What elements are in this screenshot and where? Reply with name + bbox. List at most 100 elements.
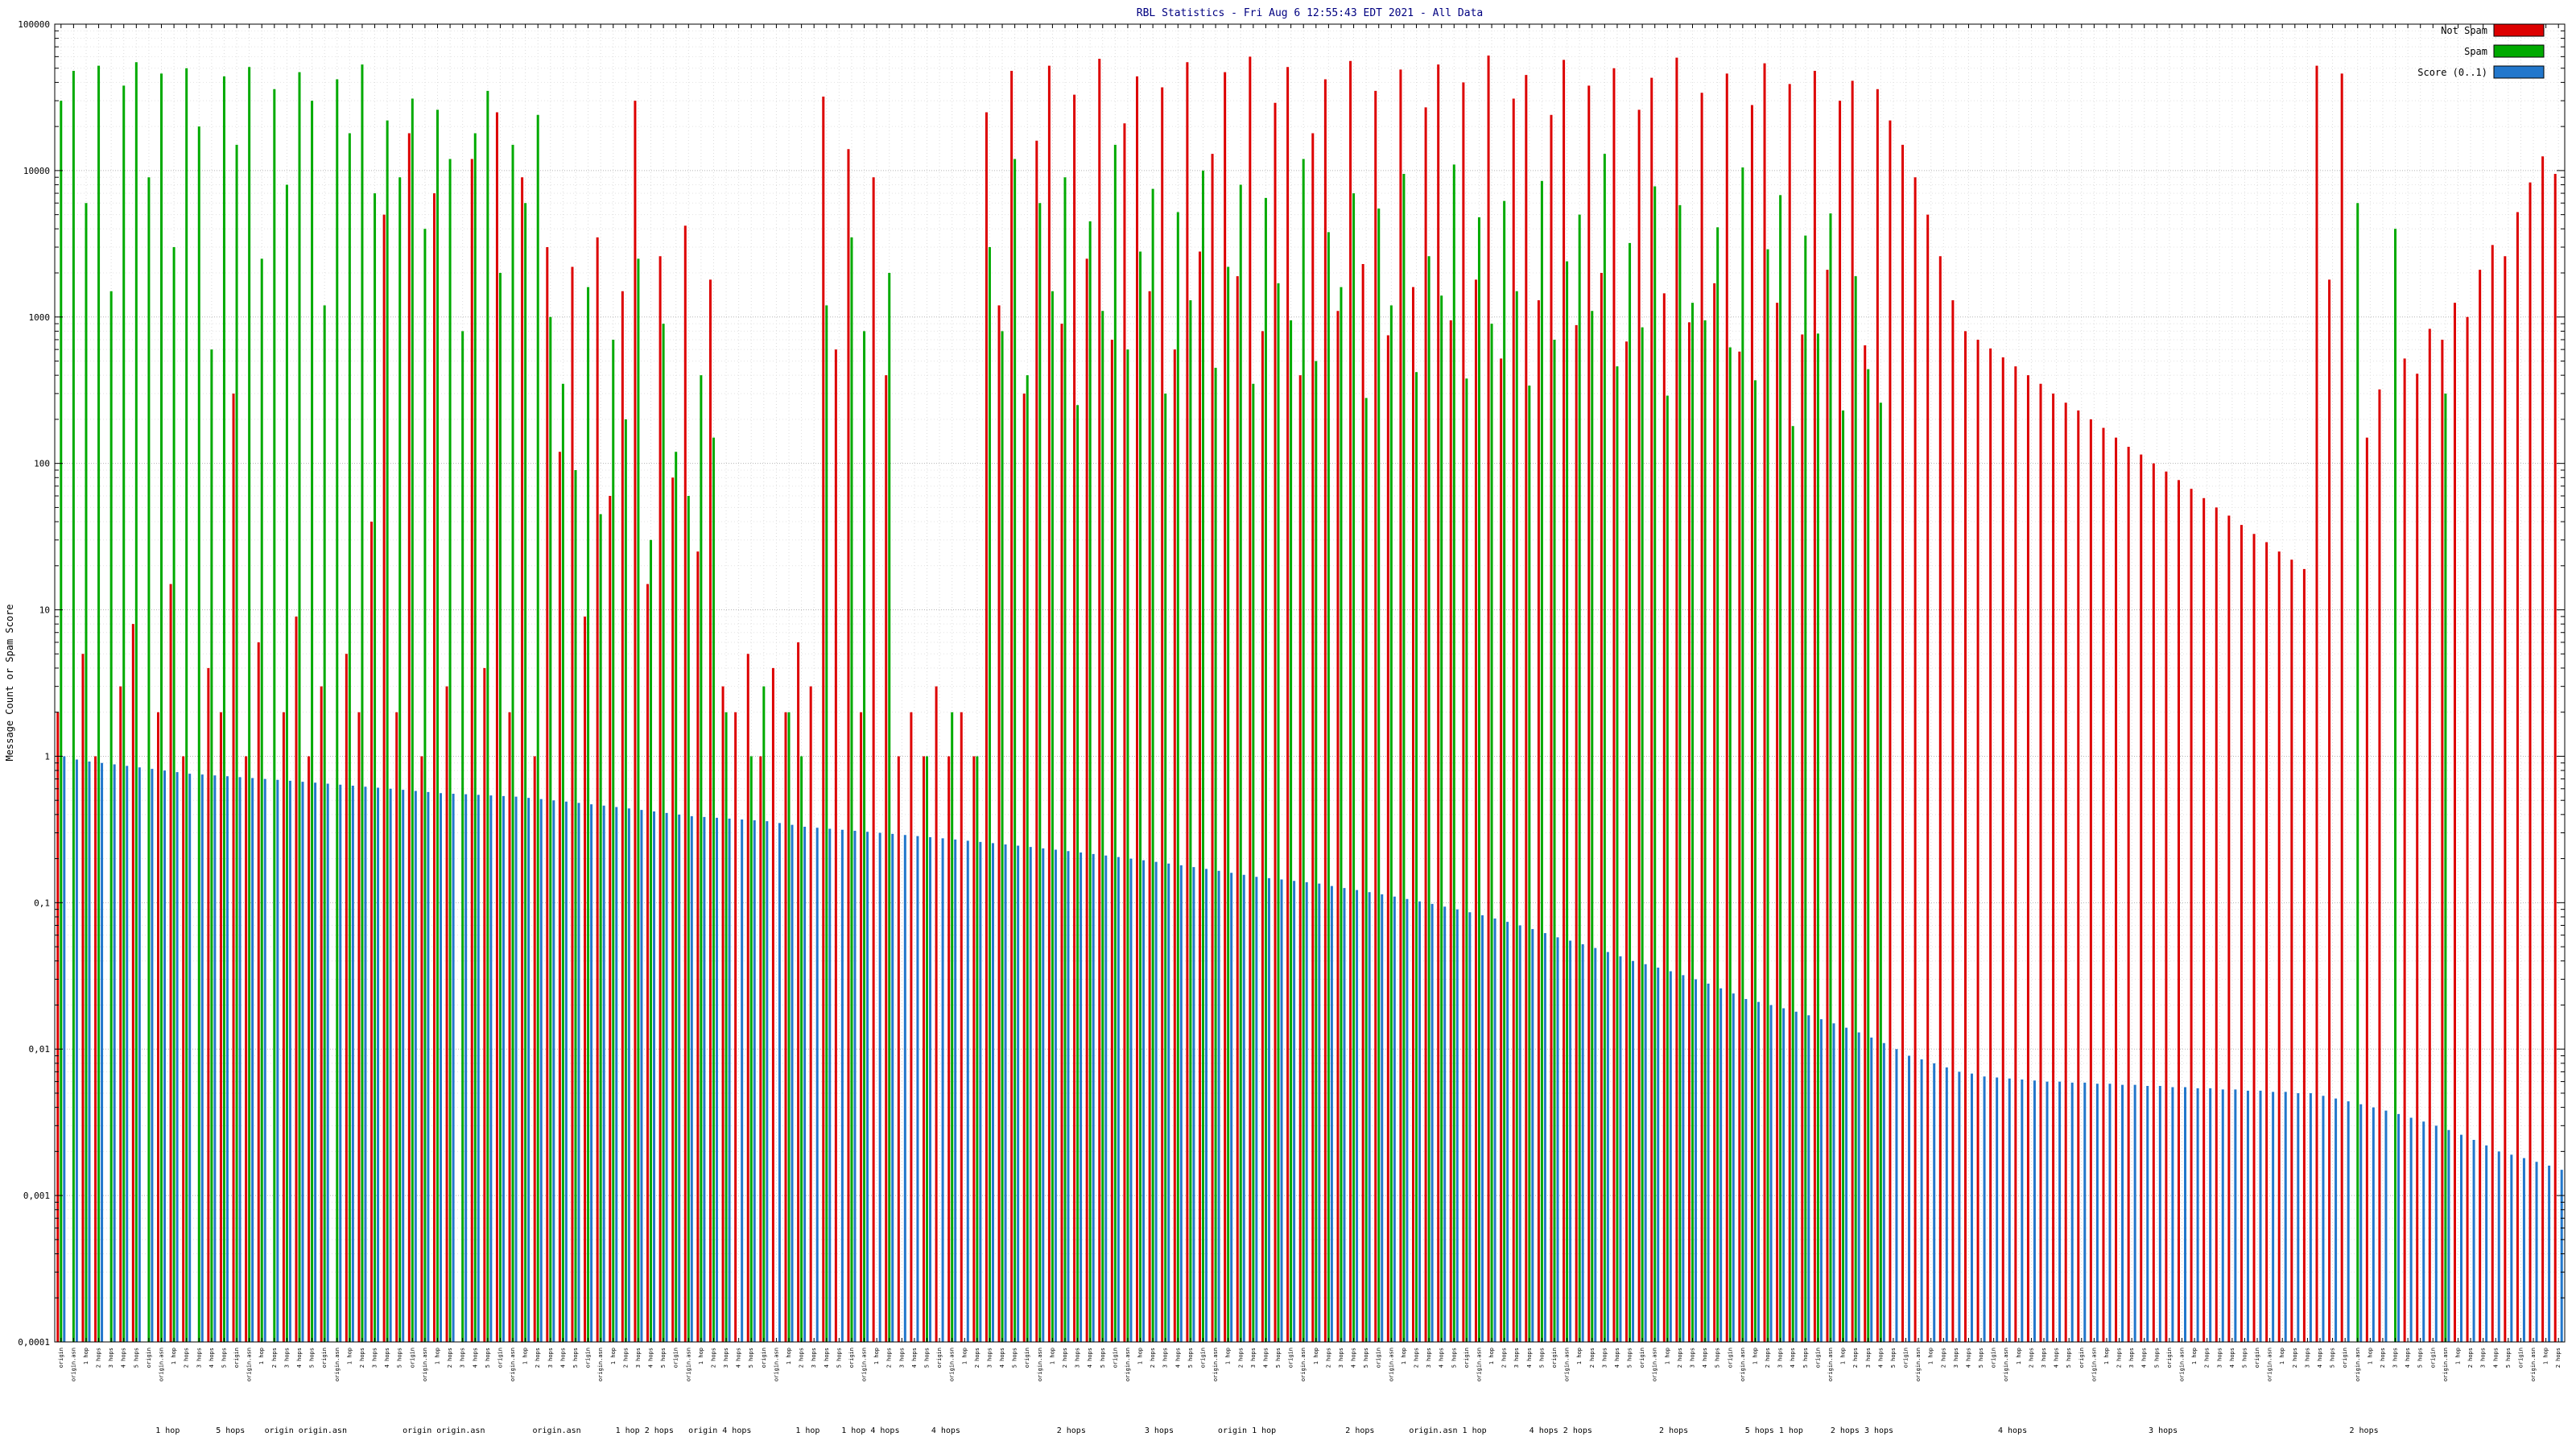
x-tick-label: 4 hops bbox=[2405, 1348, 2411, 1368]
x-tick-label: 3 hops bbox=[2216, 1348, 2223, 1368]
bars-layer bbox=[56, 56, 2563, 1342]
x-tick-label: 3 hops bbox=[1777, 1348, 1784, 1368]
x-tick-label: 4 hops bbox=[824, 1348, 830, 1368]
x-group-label: 1 hop bbox=[795, 1426, 819, 1435]
x-tick-label: 4 hops bbox=[208, 1348, 215, 1368]
y-tick-label: 0,1 bbox=[34, 898, 50, 908]
x-tick-label: 5 hops bbox=[1100, 1348, 1106, 1368]
x-tick-label: 1 hop bbox=[1313, 1348, 1319, 1364]
x-tick-label: 4 hops bbox=[2054, 1348, 2060, 1368]
x-tick-label: 2 hops bbox=[1501, 1348, 1508, 1368]
x-tick-label: origin.asn bbox=[2003, 1348, 2009, 1381]
x-tick-label: 4 hops bbox=[648, 1348, 654, 1368]
x-tick-label: 2 hops bbox=[2380, 1348, 2386, 1368]
x-tick-label: 5 hops bbox=[1275, 1348, 1282, 1368]
x-group-label: 1 hop 2 hops bbox=[616, 1426, 674, 1435]
x-tick-label: origin.asn bbox=[1915, 1348, 1922, 1381]
x-tick-label: 4 hops bbox=[2141, 1348, 2148, 1368]
x-tick-label: 1 hop bbox=[1137, 1348, 1144, 1364]
legend-label: Not Spam bbox=[2441, 25, 2487, 36]
x-tick-label: 1 hop bbox=[83, 1348, 89, 1364]
x-group-label: 2 hops bbox=[1057, 1426, 1086, 1435]
x-tick-label: origin.asn bbox=[2355, 1348, 2361, 1381]
x-tick-label: 2 hops bbox=[2467, 1348, 2474, 1368]
x-tick-label: 1 hop bbox=[1840, 1348, 1847, 1364]
x-tick-label: 1 hop bbox=[2191, 1348, 2198, 1364]
x-tick-label: 1 hop bbox=[1488, 1348, 1495, 1364]
x-tick-label: origin.asn bbox=[2091, 1348, 2097, 1381]
x-tick-label: 1 hop bbox=[258, 1348, 265, 1364]
x-tick-label: 4 hops bbox=[1351, 1348, 1357, 1368]
x-tick-label: 4 hops bbox=[1087, 1348, 1093, 1368]
x-group-label: 2 hops bbox=[1345, 1426, 1374, 1435]
x-tick-label: origin.asn bbox=[70, 1348, 76, 1381]
x-tick-label: 4 hops bbox=[1965, 1348, 1971, 1368]
x-tick-label: origin bbox=[1288, 1348, 1294, 1368]
x-tick-label: 5 hops bbox=[1451, 1348, 1457, 1368]
x-tick-label: origin bbox=[2342, 1348, 2348, 1368]
x-tick-label: 5 hops bbox=[1538, 1348, 1545, 1368]
x-tick-label: 1 hop bbox=[171, 1348, 177, 1364]
x-tick-label: origin.asn bbox=[1300, 1348, 1307, 1381]
x-tick-label: 3 hops bbox=[372, 1348, 378, 1368]
x-tick-label: origin bbox=[321, 1348, 328, 1368]
x-tick-label: origin bbox=[585, 1348, 592, 1368]
x-tick-label: 1 hop bbox=[1928, 1348, 1934, 1364]
x-tick-label: origin.asn bbox=[2179, 1348, 2186, 1381]
x-tick-label: 4 hops bbox=[736, 1348, 742, 1368]
y-tick-label: 1000 bbox=[29, 312, 51, 323]
x-tick-label: 5 hops bbox=[133, 1348, 139, 1368]
chart-title: RBL Statistics - Fri Aug 6 12:55:43 EDT … bbox=[1137, 7, 1483, 19]
x-tick-label: origin bbox=[2166, 1348, 2173, 1368]
x-tick-label: 5 hops bbox=[1627, 1348, 1633, 1368]
x-tick-label: 4 hops bbox=[1614, 1348, 1620, 1368]
x-tick-label: 4 hops bbox=[1702, 1348, 1708, 1368]
legend-swatch bbox=[2493, 23, 2545, 37]
x-tick-label: 2 hops bbox=[622, 1348, 629, 1368]
x-tick-label: origin bbox=[1463, 1348, 1470, 1368]
x-tick-label: origin bbox=[146, 1348, 152, 1368]
y-tick-label: 1 bbox=[44, 751, 50, 762]
x-tick-label: 3 hops bbox=[1601, 1348, 1608, 1368]
y-tick-label: 0,001 bbox=[23, 1191, 50, 1201]
x-tick-label: 5 hops bbox=[309, 1348, 316, 1368]
y-tick-label: 100000 bbox=[18, 19, 50, 30]
x-group-label: 2 hops bbox=[1659, 1426, 1688, 1435]
x-tick-label: origin bbox=[1639, 1348, 1645, 1368]
x-tick-label: 2 hops bbox=[974, 1348, 980, 1368]
x-tick-label: origin bbox=[936, 1348, 943, 1368]
x-tick-label: 2 hops bbox=[359, 1348, 365, 1368]
x-tick-label: 2 hops bbox=[184, 1348, 190, 1368]
x-tick-label: origin.asn bbox=[2442, 1348, 2449, 1381]
x-tick-label: 4 hops bbox=[1174, 1348, 1181, 1368]
x-group-label: 5 hops bbox=[216, 1426, 245, 1435]
x-group-label: 3 hops bbox=[1145, 1426, 1174, 1435]
x-tick-label: origin bbox=[233, 1348, 240, 1368]
x-tick-label: 2 hops bbox=[1940, 1348, 1946, 1368]
x-tick-label: 5 hops bbox=[1978, 1348, 1984, 1368]
x-tick-label: origin bbox=[2079, 1348, 2085, 1368]
x-group-label: 2 hops bbox=[2349, 1426, 2378, 1435]
x-tick-label: 2 hops bbox=[1765, 1348, 1771, 1368]
legend-item-score: Score (0..1) bbox=[2417, 65, 2545, 79]
x-tick-label: 3 hops bbox=[1162, 1348, 1169, 1368]
x-tick-label: 5 hops bbox=[2153, 1348, 2160, 1368]
x-tick-label: 4 hops bbox=[1790, 1348, 1796, 1368]
x-tick-label: origin.asn bbox=[2530, 1348, 2537, 1381]
x-tick-label: 2 hops bbox=[1062, 1348, 1068, 1368]
x-tick-label: 2 hops bbox=[886, 1348, 893, 1368]
y-axis-label: Message Count or Spam Score bbox=[4, 604, 15, 761]
x-tick-label: 2 hops bbox=[1237, 1348, 1244, 1368]
x-tick-label: 5 hops bbox=[836, 1348, 842, 1368]
x-tick-label: 5 hops bbox=[397, 1348, 403, 1368]
x-group-label: origin.asn bbox=[532, 1426, 580, 1435]
x-tick-label: 1 hop bbox=[961, 1348, 968, 1364]
x-group-label: origin 4 hops bbox=[688, 1426, 751, 1435]
x-tick-label: origin bbox=[2517, 1348, 2524, 1368]
legend-swatch bbox=[2493, 44, 2545, 58]
x-tick-label: 5 hops bbox=[221, 1348, 227, 1368]
x-tick-label: 4 hops bbox=[2229, 1348, 2235, 1368]
x-tick-label: 1 hop bbox=[1576, 1348, 1583, 1364]
x-tick-label: origin bbox=[1199, 1348, 1206, 1368]
x-tick-label: origin bbox=[1551, 1348, 1558, 1368]
